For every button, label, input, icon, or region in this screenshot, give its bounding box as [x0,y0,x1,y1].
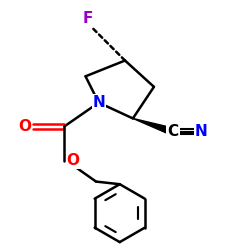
Text: O: O [18,119,31,134]
Text: N: N [92,95,105,110]
Polygon shape [133,118,173,135]
Text: O: O [66,153,80,168]
Text: F: F [83,12,93,26]
Text: N: N [195,124,208,139]
Text: C: C [167,124,178,139]
